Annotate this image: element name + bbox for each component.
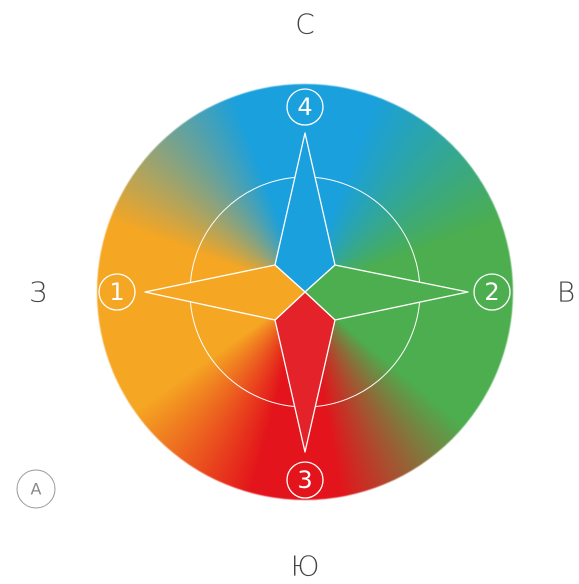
direction-label: З bbox=[29, 276, 47, 309]
marker-ring bbox=[98, 273, 136, 311]
direction-label: Ю bbox=[291, 550, 320, 583]
north-arm bbox=[274, 132, 336, 293]
badge-ring bbox=[16, 469, 56, 509]
marker-ring bbox=[286, 88, 324, 126]
marker-label: 3 bbox=[297, 466, 312, 494]
badge-label: А bbox=[31, 480, 42, 499]
marker-label: 2 bbox=[484, 278, 499, 306]
south-arm bbox=[274, 291, 336, 453]
direction-label: В bbox=[557, 276, 575, 309]
marker-ring bbox=[286, 461, 324, 499]
direction-label: С bbox=[295, 8, 315, 41]
east-arm bbox=[304, 264, 469, 321]
marker-label: 4 bbox=[297, 93, 312, 121]
marker-ring bbox=[473, 273, 511, 311]
west-arm bbox=[144, 264, 306, 321]
marker-label: 1 bbox=[109, 278, 124, 306]
